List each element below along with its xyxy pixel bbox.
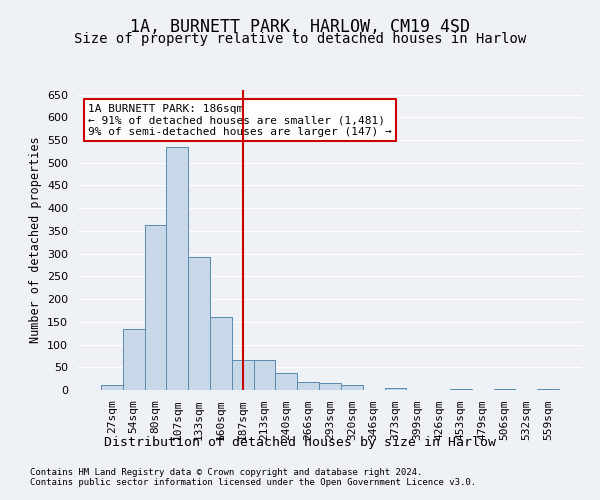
Bar	[297, 382, 319, 390]
Text: Distribution of detached houses by size in Harlow: Distribution of detached houses by size …	[104, 436, 496, 449]
Text: Contains public sector information licensed under the Open Government Licence v3: Contains public sector information licen…	[30, 478, 476, 487]
Bar	[145, 226, 166, 390]
Text: 1A BURNETT PARK: 186sqm
← 91% of detached houses are smaller (1,481)
9% of semi-: 1A BURNETT PARK: 186sqm ← 91% of detache…	[88, 104, 392, 136]
Bar	[341, 386, 363, 390]
Y-axis label: Number of detached properties: Number of detached properties	[29, 136, 41, 344]
Bar	[123, 328, 145, 390]
Bar	[166, 147, 188, 390]
Bar	[275, 372, 297, 390]
Text: Size of property relative to detached houses in Harlow: Size of property relative to detached ho…	[74, 32, 526, 46]
Bar	[232, 360, 254, 390]
Bar	[188, 258, 210, 390]
Text: 1A, BURNETT PARK, HARLOW, CM19 4SD: 1A, BURNETT PARK, HARLOW, CM19 4SD	[130, 18, 470, 36]
Bar	[101, 386, 123, 390]
Bar	[254, 360, 275, 390]
Text: Contains HM Land Registry data © Crown copyright and database right 2024.: Contains HM Land Registry data © Crown c…	[30, 468, 422, 477]
Bar	[494, 388, 515, 390]
Bar	[450, 388, 472, 390]
Bar	[210, 318, 232, 390]
Bar	[385, 388, 406, 390]
Bar	[537, 388, 559, 390]
Bar	[319, 383, 341, 390]
